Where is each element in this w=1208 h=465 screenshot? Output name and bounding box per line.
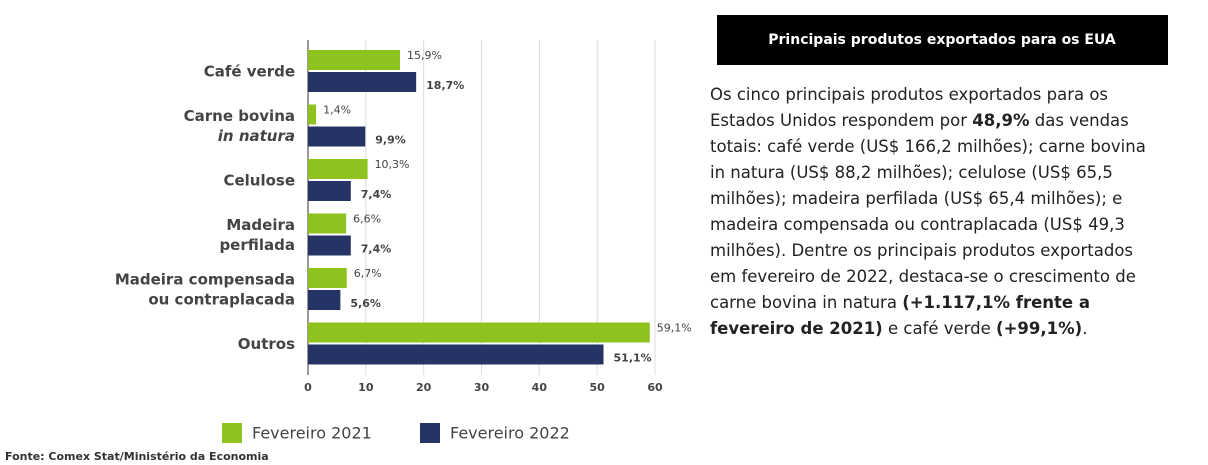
paragraph-run: . (1082, 319, 1088, 338)
y-tick-label: ou contraplacada (148, 291, 295, 309)
bar (308, 235, 351, 256)
value-label: 6,6% (353, 213, 381, 226)
bar (308, 322, 650, 343)
bar (308, 181, 351, 201)
bar (308, 268, 347, 288)
y-tick-label: Celulose (223, 172, 295, 190)
value-label: 9,9% (375, 134, 406, 147)
x-tick-label: 60 (647, 381, 663, 394)
value-label: 7,4% (361, 188, 392, 201)
bar (308, 72, 417, 92)
bar (308, 50, 400, 70)
bar (308, 213, 347, 234)
bar (308, 159, 368, 179)
x-tick-label: 30 (474, 381, 490, 394)
value-label: 1,4% (323, 104, 351, 117)
bar (308, 104, 317, 125)
bar (308, 344, 604, 365)
y-tick-label: perfilada (219, 236, 295, 254)
bar (308, 126, 366, 147)
legend-label: Fevereiro 2021 (252, 424, 372, 443)
value-label: 59,1% (657, 322, 692, 335)
y-tick-label: Madeira (226, 216, 295, 234)
x-tick-label: 40 (532, 381, 548, 394)
x-tick-label: 0 (304, 381, 312, 394)
y-tick-label: in natura (218, 127, 295, 145)
y-tick-label: Madeira compensada (115, 271, 295, 289)
value-label: 51,1% (614, 352, 652, 365)
paragraph-run: e café verde (882, 319, 997, 338)
x-tick-label: 20 (416, 381, 432, 394)
source: Fonte: Comex Stat/Ministério da Economia (5, 450, 269, 463)
panel-paragraph: Os cinco principais produtos exportados … (710, 82, 1160, 342)
paragraph-run: das vendas totais: café verde (US$ 166,2… (710, 111, 1146, 312)
value-label: 10,3% (375, 158, 410, 171)
value-label: 7,4% (361, 243, 392, 256)
paragraph-run: Os cinco principais produtos exportados … (710, 85, 1109, 130)
y-tick-label: Carne bovina (184, 107, 295, 125)
legend-swatch (222, 423, 242, 443)
paragraph-run: (+1.117,1% frente a fevereiro de 2021) (710, 293, 1090, 338)
x-tick-label: 10 (358, 381, 374, 394)
y-tick-label: Café verde (204, 63, 295, 81)
legend-label: Fevereiro 2022 (450, 424, 570, 443)
value-label: 5,6% (350, 297, 381, 310)
value-label: 6,7% (354, 267, 382, 280)
value-label: 18,7% (426, 79, 464, 92)
panel-header (717, 15, 1168, 65)
panel-title: Principais produtos exportados para os E… (768, 32, 1116, 48)
paragraph-run: (+99,1%) (996, 319, 1083, 338)
legend-swatch (420, 423, 440, 443)
y-tick-label: Outros (238, 335, 295, 353)
paragraph-run: 48,9% (972, 111, 1030, 130)
bar (308, 290, 341, 310)
x-tick-label: 50 (590, 381, 606, 394)
value-label: 15,9% (407, 49, 442, 62)
